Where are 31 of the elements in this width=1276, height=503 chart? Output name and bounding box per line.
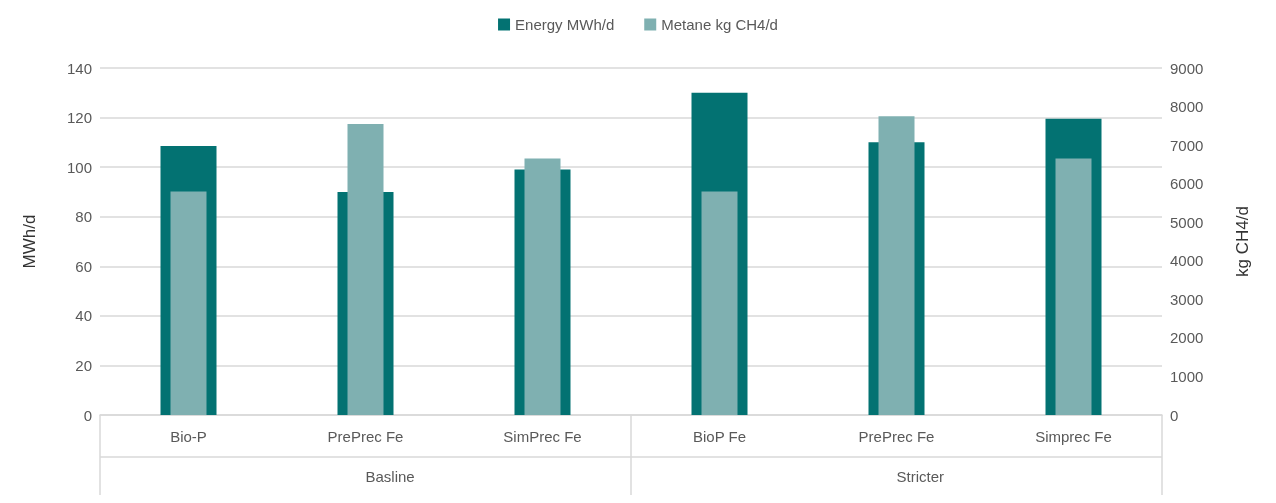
y-tick-label: 120 [66, 109, 92, 127]
y2-tick-label: 4000 [1170, 252, 1204, 270]
y2-tick-label: 3000 [1170, 290, 1204, 308]
x-tick-label: PrePrec Fe [858, 428, 935, 445]
y-tick-label: 140 [66, 59, 92, 77]
legend-label: Metane kg CH4/d [661, 16, 778, 33]
x-tick-label: PrePrec Fe [327, 428, 404, 445]
y2-tick-label: 2000 [1170, 329, 1204, 347]
y2-axis-title: kg CH4/d [1233, 206, 1252, 277]
y2-tick-label: 6000 [1170, 175, 1204, 193]
y2-tick-label: 5000 [1170, 213, 1204, 231]
y2-tick-label: 1000 [1170, 367, 1204, 385]
x-tick-label: Simprec Fe [1035, 428, 1112, 445]
y-tick-label: 60 [75, 257, 92, 275]
legend-label: Energy MWh/d [515, 16, 615, 33]
text: Stricter [896, 468, 945, 485]
y2-tick-label: 7000 [1170, 136, 1204, 154]
bar [701, 191, 738, 415]
y-tick-label: 40 [75, 307, 92, 325]
x-tick-label: Bio-P [170, 428, 207, 445]
y2-tick-label: 9000 [1170, 59, 1204, 77]
text: Basline [365, 468, 415, 485]
y-tick-label: 80 [75, 208, 92, 226]
y-tick-label: 20 [75, 356, 92, 374]
x-tick-label: SimPrec Fe [503, 428, 582, 445]
y-tick-label: 0 [83, 406, 92, 424]
y2-tick-label: 8000 [1170, 98, 1204, 116]
y-axis-title: MWh/d [20, 214, 39, 269]
x-tick-label: BioP Fe [692, 428, 747, 445]
y-tick-label: 100 [66, 158, 92, 176]
y2-tick-label: 0 [1170, 406, 1179, 424]
